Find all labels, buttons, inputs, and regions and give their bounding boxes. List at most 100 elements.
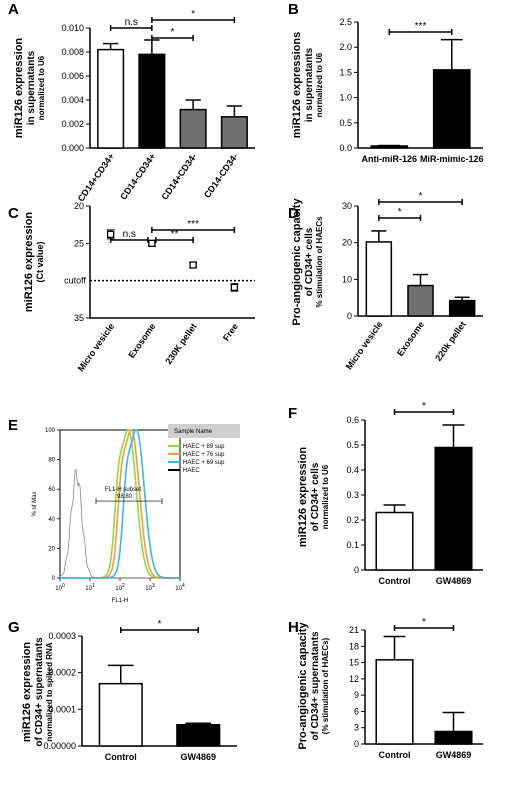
- y-tick-label: 21: [349, 625, 359, 635]
- y-tick-label: 35: [74, 313, 84, 323]
- x-category-label: MiR-mimic-126: [420, 154, 484, 164]
- y-tick-label: 12: [349, 674, 359, 684]
- panel-letter-h: H: [288, 619, 299, 636]
- x-tick-label: 104: [175, 583, 185, 592]
- x-category-label: Control: [379, 750, 411, 760]
- x-category-label: Free: [221, 321, 240, 342]
- x-tick-label: 102: [115, 583, 125, 592]
- y-tick-label: 100: [45, 428, 56, 434]
- y-axis-label: miR126 expressionof CD34+ cellsnormalize…: [297, 447, 330, 548]
- x-tick-exponent: 2: [122, 583, 125, 589]
- y-tick-label: 9: [354, 690, 359, 700]
- panel-letter-a: A: [8, 1, 19, 18]
- y-tick-label: 10: [342, 274, 352, 284]
- panel-letter-e: E: [8, 417, 18, 434]
- x-tick-exponent: 4: [182, 583, 185, 589]
- y-axis-label: miR126 expression(Ct value): [23, 212, 45, 313]
- y-axis-label-line: in supernatants: [304, 47, 315, 122]
- x-category-label: CD14+CD34-: [159, 151, 198, 201]
- panel-letter-b: B: [288, 1, 299, 18]
- y-tick-label: 2.0: [339, 42, 352, 52]
- panel-letter-f: F: [288, 405, 297, 422]
- y-tick-label: 0.0002: [48, 668, 76, 678]
- y-axis-label-line: of CD34+ supernatants: [34, 637, 45, 747]
- panel-g: G 0.00000 0.0001 0.0002 0.0003 Control GW4869 *…: [8, 619, 237, 762]
- significance-label: *: [422, 401, 426, 412]
- y-tick-label: 0.008: [61, 47, 84, 57]
- bar: [179, 108, 207, 149]
- y-tick-label: 18: [349, 641, 359, 651]
- x-category-label: GW4869: [180, 752, 216, 762]
- bar: [138, 53, 166, 149]
- legend-label: HAEC + 69 sup: [183, 460, 225, 466]
- y-tick-label: 20: [342, 238, 352, 248]
- bar: [434, 446, 473, 571]
- x-tick-exponent: 3: [152, 583, 155, 589]
- y-axis-label-line: in supernatants: [26, 50, 37, 125]
- panel-h: H 0 3 6 9 12 15 18 21 Control GW4869 * Pro-angiogeni…: [288, 617, 483, 760]
- panel-b: B 0.0 0.5 1.0 1.5 2.0 2.5 Anti-miR-126 MiR-mimic…: [288, 1, 484, 164]
- x-category-label: Micro vesicle: [344, 319, 385, 371]
- bar: [97, 48, 125, 149]
- legend-header: [168, 424, 240, 438]
- x-tick-label: 101: [85, 583, 95, 592]
- panel-letter-g: G: [8, 619, 20, 636]
- y-tick-label: 0.2: [346, 515, 359, 525]
- panel-d: D 0 10 20 30 Micro vesicle Exosome 220k pellet *…: [288, 191, 483, 371]
- histogram-curve: [59, 468, 180, 579]
- significance-label: **: [171, 229, 179, 240]
- x-category-label: Control: [379, 576, 411, 586]
- panel-letter-c: C: [8, 205, 19, 222]
- y-axis-label-line: normalized to U6: [37, 55, 46, 120]
- y-tick-label: 6: [354, 706, 359, 716]
- x-category-label: CD14-CD34+: [118, 151, 157, 201]
- bar: [448, 299, 476, 317]
- significance-label: *: [419, 191, 423, 202]
- y-tick-label: 40: [48, 517, 55, 523]
- y-axis-label-line: of CD34+ cells: [310, 462, 321, 531]
- legend-label: HAEC + 89 sup: [183, 444, 225, 450]
- data-point: [230, 283, 239, 292]
- y-axis-label: miR126 expressionsin supernatantsnormali…: [291, 32, 324, 138]
- x-tick-exponent: 1: [92, 583, 95, 589]
- y-axis-label: Pro-angiogenic capacityof CD34+ supernat…: [297, 622, 330, 750]
- x-category-label: Micro vesicle: [76, 321, 117, 373]
- y-tick-label: 20: [48, 546, 55, 552]
- y-tick-label: 15: [349, 658, 359, 668]
- bar: [375, 511, 414, 571]
- x-category-label: Exosome: [395, 319, 426, 358]
- y-axis-label-line: of CD34+ supernatants: [310, 631, 321, 741]
- y-tick-label: 0: [347, 311, 352, 321]
- y-axis-label-line: normalized to U6: [321, 464, 330, 529]
- x-category-label: 220k pellet: [433, 319, 468, 362]
- panel-letter-d: D: [288, 205, 299, 222]
- y-axis-label: miR126 expressionin supernatantsnormaliz…: [13, 38, 46, 139]
- panel-f: F 0 0.1 0.2 0.3 0.4 0.5 0.6 Control GW4869 * miR126…: [288, 401, 483, 586]
- x-category-label: CD14+CD34+: [76, 151, 117, 203]
- y-tick-label: 80: [48, 458, 55, 464]
- x-category-label: Control: [105, 752, 137, 762]
- data-point: [148, 239, 156, 247]
- significance-label: *: [398, 207, 402, 218]
- y-tick-label: 0.1: [346, 540, 359, 550]
- y-tick-label: 0.00000: [43, 741, 76, 751]
- data-point: [106, 230, 115, 239]
- cutoff-label: cutoff: [64, 276, 86, 286]
- y-tick-label: 0.0: [339, 143, 352, 153]
- significance-label: *: [191, 9, 195, 20]
- y-tick-label: 0: [52, 576, 56, 582]
- y-tick-label: 0: [354, 739, 359, 749]
- panel-c: C 20 25 35 cutoff Micro vesicle Exosome 230K pe…: [8, 201, 255, 373]
- bar: [434, 730, 473, 745]
- y-tick-label: 30: [342, 201, 352, 211]
- y-axis-label: miR126 expressionof CD34+ supernatantsno…: [21, 637, 54, 747]
- y-tick-label: 1.5: [339, 67, 352, 77]
- y-axis-label-line: of CD34+ cells: [304, 227, 315, 296]
- y-tick-label: 0.4: [346, 465, 359, 475]
- y-tick-label: 0.6: [346, 415, 359, 425]
- y-axis-label-line: miR126 expression: [297, 447, 309, 548]
- y-tick-label: 3: [354, 723, 359, 733]
- y-tick-label: 0.010: [61, 23, 84, 33]
- y-axis-label-line: (Ct value): [35, 241, 45, 282]
